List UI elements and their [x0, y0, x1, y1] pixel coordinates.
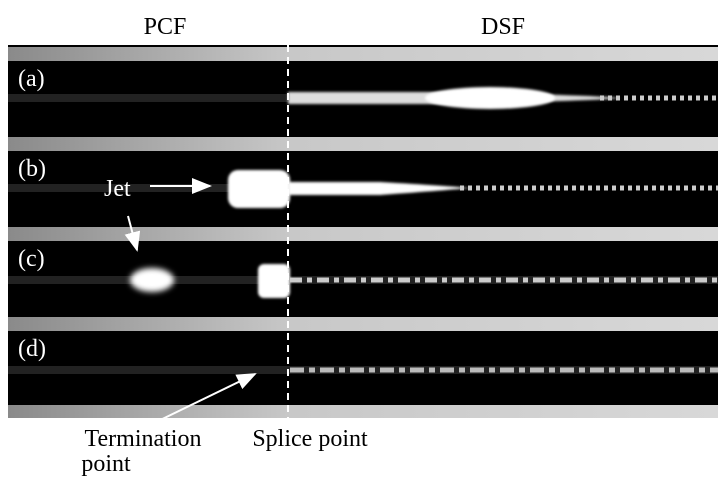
termination-label: Termination: [85, 426, 202, 452]
panel-label: (c): [18, 246, 45, 272]
photo: [8, 45, 718, 418]
panel-label: (a): [18, 66, 45, 92]
jet-label: Jet: [104, 176, 131, 202]
arrow: [149, 373, 257, 426]
dsf-label: DSF: [481, 14, 525, 40]
arrow: [124, 215, 141, 252]
panel-label: (d): [18, 336, 46, 362]
pcf-label: PCF: [144, 14, 187, 40]
splice-label: Splice point: [252, 426, 368, 452]
panel-label: (b): [18, 156, 46, 182]
termination-label: point: [81, 451, 131, 477]
